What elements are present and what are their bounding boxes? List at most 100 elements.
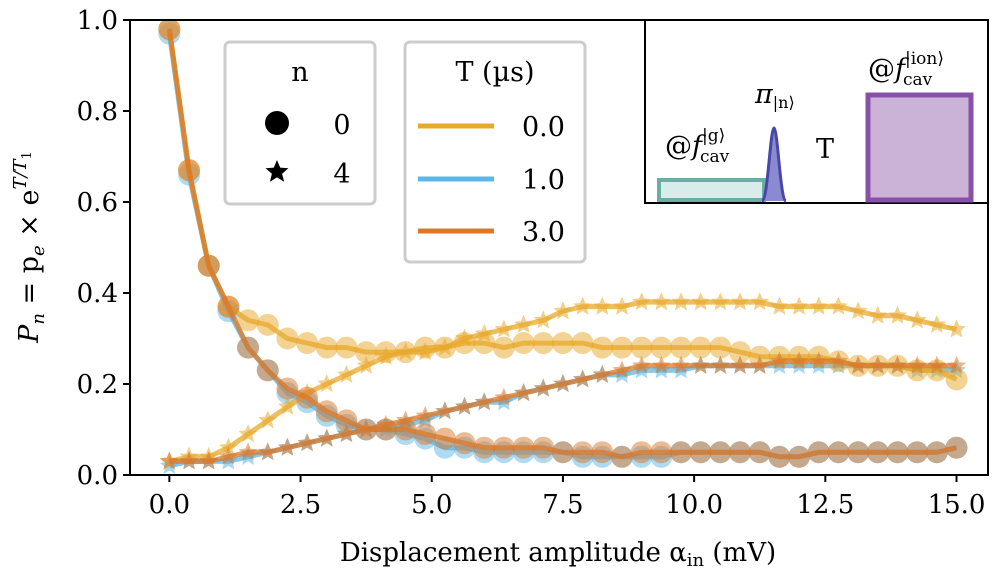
- x-axis-label-unit: (mV): [704, 538, 776, 568]
- x-tick-label: 7.5: [542, 490, 583, 520]
- y-tick-label: 1.0: [77, 6, 118, 36]
- data-point-star: [376, 414, 396, 433]
- data-point-star: [927, 355, 947, 374]
- pulse-g-sub: cav: [700, 147, 730, 167]
- data-point-star: [809, 351, 829, 370]
- pulse-ion-sup: |ion⟩: [905, 49, 944, 69]
- data-point-circle: [355, 341, 378, 364]
- x-tick-label: 2.5: [280, 490, 321, 520]
- data-point-star: [179, 451, 199, 470]
- data-point-star: [553, 374, 573, 393]
- pulse-ion-rect: [865, 92, 974, 203]
- data-point-star: [435, 337, 455, 356]
- data-point-circle: [709, 441, 732, 464]
- y-tick-label: 0.8: [77, 97, 118, 127]
- data-point-star: [317, 374, 337, 393]
- data-point-star: [789, 296, 809, 315]
- data-point-circle: [217, 295, 240, 318]
- data-point-circle: [315, 336, 338, 359]
- data-point-star: [907, 310, 927, 329]
- data-point-star: [337, 424, 356, 443]
- data-point-star: [455, 328, 475, 347]
- data-point-star: [218, 437, 238, 456]
- data-point-circle: [256, 313, 279, 336]
- data-point-star: [592, 296, 612, 315]
- data-point-circle: [748, 441, 771, 464]
- pulse-sequence-inset: @f|g⟩ cav π|n⟩ T @f|ion⟩ cav: [644, 19, 989, 204]
- x-axis-label-main: Displacement amplitude α: [340, 538, 687, 568]
- data-point-star: [888, 305, 907, 324]
- data-point-star: [415, 405, 435, 424]
- data-point-circle: [256, 359, 279, 382]
- data-point-circle: [492, 336, 515, 359]
- data-point-circle: [237, 336, 260, 359]
- legend-T-box: [403, 40, 587, 264]
- legend-n-label-0: 0: [333, 110, 350, 141]
- y-tick-label: 0.2: [77, 370, 118, 400]
- data-point-star: [533, 310, 553, 329]
- data-point-star: [671, 292, 691, 311]
- delay-T-label: T: [816, 134, 834, 165]
- data-point-star: [356, 419, 376, 438]
- data-point-star: [396, 410, 415, 429]
- pulse-ion-sub: cav: [903, 70, 933, 90]
- data-point-star: [809, 296, 829, 315]
- data-point-circle: [925, 441, 948, 464]
- plot-frame: [129, 19, 989, 476]
- data-point-star: [356, 355, 376, 374]
- data-point-circle: [670, 441, 693, 464]
- series-n4-T3.0: [159, 351, 966, 470]
- data-point-circle: [532, 332, 555, 355]
- y-label-sub-e: e: [28, 245, 49, 256]
- data-point-circle: [551, 441, 574, 464]
- y-label-sup-sub: 1: [20, 151, 35, 159]
- data-point-star: [199, 451, 219, 470]
- data-point-circle: [492, 436, 515, 459]
- data-point-star: [337, 364, 356, 383]
- legend-n-label-4: 4: [333, 159, 350, 190]
- data-point-circle: [276, 377, 299, 400]
- data-point-circle: [670, 336, 693, 359]
- pulse-g-at: @: [665, 131, 692, 162]
- data-point-star: [848, 301, 868, 320]
- data-point-circle: [453, 432, 476, 455]
- data-point-star: [573, 369, 593, 388]
- data-point-star: [218, 446, 238, 465]
- y-label-sup: T/T: [10, 157, 31, 189]
- y-label-eq: = p: [14, 256, 45, 313]
- legend-T-label-3: 3.0: [522, 217, 565, 248]
- data-point-star: [317, 428, 337, 447]
- data-point-star: [277, 437, 297, 456]
- legend-T-label-0: 0.0: [522, 112, 565, 143]
- y-label-sub-n: n: [28, 313, 49, 325]
- x-tick-label: 5.0: [411, 490, 452, 520]
- data-point-star: [238, 442, 258, 461]
- data-point-circle: [414, 423, 437, 446]
- data-point-star: [828, 296, 848, 315]
- pi-symbol: π: [754, 79, 774, 110]
- y-label-times: × e: [14, 190, 45, 246]
- data-point-star: [632, 355, 652, 374]
- data-point-star: [415, 342, 435, 361]
- data-series: [158, 20, 968, 474]
- data-point-star: [671, 355, 691, 374]
- data-point-circle: [807, 441, 830, 464]
- data-point-star: [947, 355, 966, 374]
- legend-T: T (µs) 0.0 1.0 3.0: [403, 40, 587, 264]
- data-point-circle: [945, 436, 968, 459]
- pi-pulse-label: π|n⟩: [754, 79, 795, 112]
- data-point-circle: [512, 332, 535, 355]
- data-point-circle: [591, 336, 614, 359]
- axis-ticks: 0.0 2.5 5.0 7.5 10.0 12.5 15.0 0.0 0.2 0.4 0.6 0.8 1…: [77, 6, 986, 520]
- data-point-circle: [630, 441, 653, 464]
- data-point-star: [592, 364, 612, 383]
- data-point-star: [947, 319, 966, 338]
- data-point-circle: [906, 441, 929, 464]
- data-point-star: [651, 355, 671, 374]
- pulse-ion-at: @: [868, 54, 895, 85]
- data-point-star: [651, 292, 671, 311]
- data-point-star: [474, 323, 494, 342]
- data-point-circle: [571, 332, 594, 355]
- data-point-star: [514, 314, 534, 333]
